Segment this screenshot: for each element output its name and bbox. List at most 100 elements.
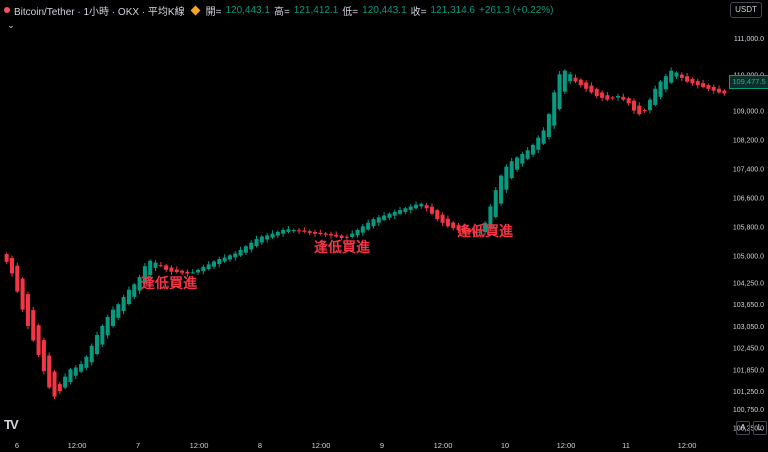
time-tick-label: 12:00: [678, 441, 697, 450]
price-tick-label: 105,000.0: [733, 253, 764, 260]
low-label: 低=: [342, 6, 359, 18]
candle-body: [488, 206, 493, 228]
candle-body: [291, 230, 296, 231]
candle-body: [302, 230, 307, 232]
candle-body: [663, 76, 668, 90]
candle-body: [153, 262, 158, 268]
auto-scale-button[interactable]: A: [736, 421, 750, 435]
candle-body: [685, 76, 690, 82]
candle-body: [158, 265, 163, 267]
low-value: 120,443.1: [362, 4, 407, 16]
price-tick-label: 103,650.0: [733, 302, 764, 309]
candle-body: [238, 249, 243, 256]
price-tick-label: 108,200.0: [733, 137, 764, 144]
candle-body: [610, 97, 615, 99]
candle-body: [578, 79, 583, 86]
status-dot-icon: [4, 7, 10, 13]
time-tick-label: 10: [501, 441, 509, 450]
candle-body: [275, 231, 280, 236]
candle-body: [711, 86, 716, 91]
candle-body: [600, 92, 605, 98]
candle-body: [185, 271, 190, 274]
candle-body: [679, 74, 684, 78]
chart-legend: Bitcoin/Tether · 1小時 · OKX · 平均K線 開= 120,…: [4, 3, 554, 18]
candle-body: [557, 74, 562, 110]
candle-body: [307, 231, 312, 233]
candle-body: [233, 253, 238, 258]
price-tick-label: 107,400.0: [733, 166, 764, 173]
candle-body: [249, 242, 254, 250]
symbol-title[interactable]: Bitcoin/Tether · 1小時 · OKX · 平均K線: [14, 6, 185, 18]
change-value: +261.3 (+0.22%): [478, 4, 554, 16]
price-tick-label: 102,450.0: [733, 346, 764, 353]
price-tick-label: 111,000.0: [734, 36, 764, 43]
candle-body: [243, 246, 248, 253]
candle-body: [429, 206, 434, 214]
candle-body: [669, 70, 674, 83]
currency-button[interactable]: USDT: [730, 2, 762, 18]
candle-body: [525, 150, 530, 159]
time-tick-label: 12:00: [190, 441, 209, 450]
candle-body: [621, 96, 626, 100]
candle-body: [265, 235, 270, 240]
price-tick-label: 109,000.0: [733, 109, 764, 116]
price-tick-label: 104,250.0: [733, 281, 764, 288]
candle-body: [541, 130, 546, 144]
candle-body: [63, 376, 68, 388]
candle-body: [530, 144, 535, 155]
candle-body: [472, 231, 477, 234]
annotation-buy-dip-1: 逢低買進: [141, 276, 197, 292]
candle-body: [137, 277, 142, 291]
candle-body: [79, 363, 84, 372]
candle-body: [100, 325, 105, 345]
candle-body: [653, 88, 658, 105]
candle-body: [658, 81, 663, 97]
candle-body: [615, 96, 621, 98]
candle-body: [286, 229, 291, 232]
candle-body: [217, 258, 222, 265]
high-label: 高=: [273, 6, 290, 18]
candle-body: [493, 190, 498, 217]
candle-body: [73, 367, 78, 376]
candle-body: [451, 222, 456, 229]
candle-body: [461, 227, 466, 232]
log-scale-button[interactable]: L: [753, 421, 767, 435]
candle-body: [509, 161, 514, 179]
candle-body: [360, 226, 365, 233]
flag-icon[interactable]: [190, 5, 201, 15]
candle-body: [568, 74, 573, 82]
candle-body: [701, 83, 706, 87]
candle-body: [116, 304, 121, 318]
candle-body: [31, 310, 36, 341]
candle-body: [206, 264, 211, 270]
candle-body: [717, 88, 722, 93]
candle-body: [201, 266, 206, 272]
candle-body: [520, 153, 525, 164]
candle-body: [695, 81, 700, 86]
candle-body: [318, 232, 323, 234]
time-axis[interactable]: 6 12:00 7 12:00 8 12:00 9 12:00 10 12:00 11 12:00: [15, 441, 696, 450]
candle-body: [68, 369, 73, 383]
candle-body: [211, 261, 217, 267]
candle-body: [84, 356, 89, 368]
high-value: 121,412.1: [293, 4, 339, 16]
time-tick-label: 11: [622, 441, 630, 450]
candle-body: [584, 82, 589, 89]
candle-body: [344, 236, 349, 238]
candle-body: [499, 175, 504, 204]
candle-body: [323, 233, 328, 235]
candle-body: [647, 99, 652, 111]
candle-body: [270, 233, 275, 238]
candle-body: [371, 219, 376, 227]
candles: [4, 67, 727, 399]
price-axis[interactable]: 111,000.0110,000.0109,000.0108,200.0107,…: [733, 36, 764, 432]
candle-body: [562, 70, 567, 92]
chevron-down-icon[interactable]: ⌄: [7, 20, 15, 30]
price-tick-label: 100,750.0: [733, 407, 764, 414]
candle-body: [456, 225, 461, 230]
last-price-label: 109,477.5: [729, 75, 768, 89]
candle-body: [281, 230, 286, 234]
candle-body: [148, 260, 153, 276]
candle-body: [552, 92, 557, 126]
